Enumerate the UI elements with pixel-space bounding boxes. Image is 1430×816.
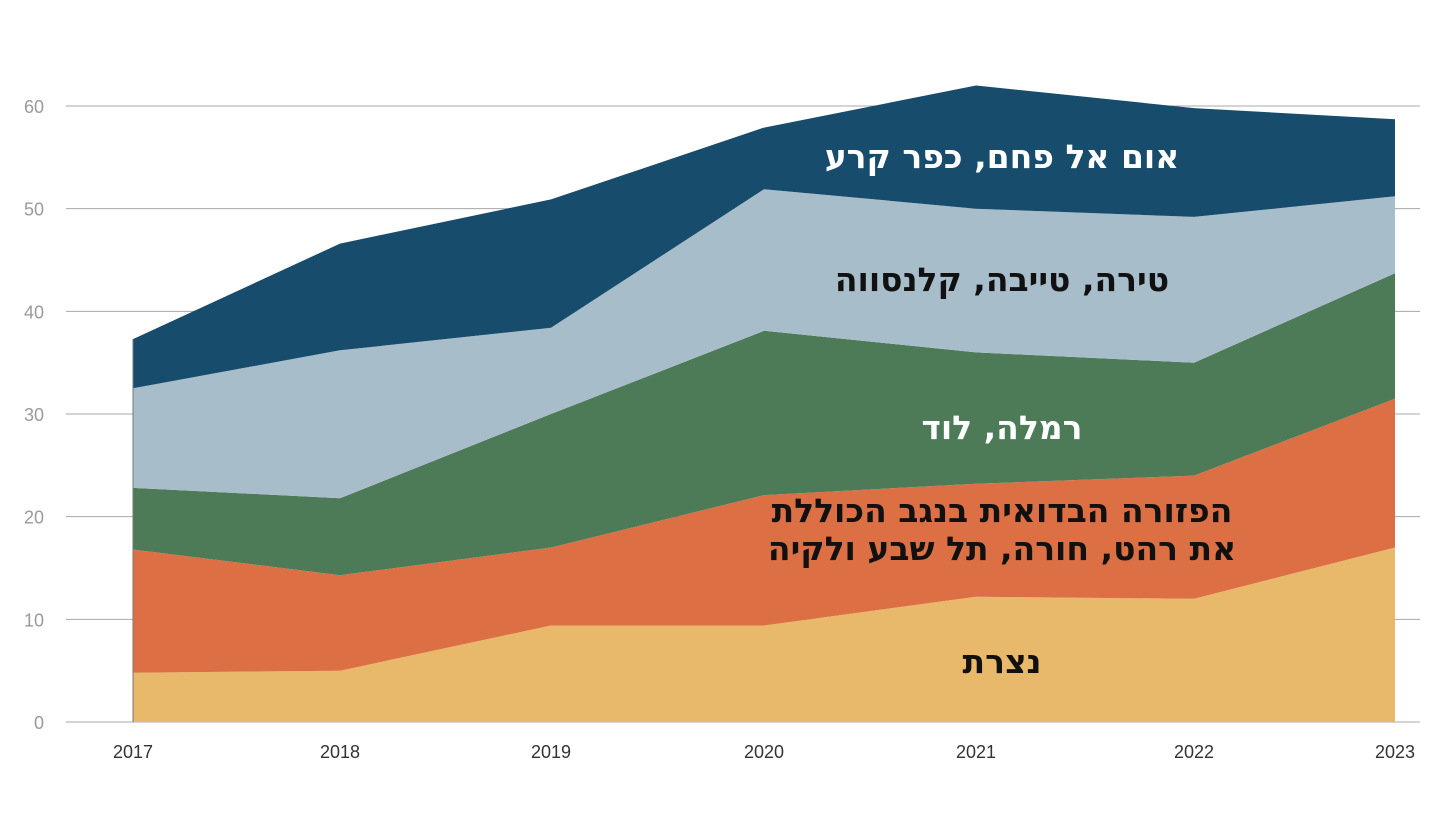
area-series-4 bbox=[133, 189, 1395, 499]
x-tick-label: 2022 bbox=[1174, 742, 1214, 762]
x-tick-label: 2020 bbox=[744, 742, 784, 762]
area-series-2 bbox=[133, 398, 1395, 673]
area-series-5 bbox=[133, 85, 1395, 389]
y-tick-label: 10 bbox=[24, 610, 44, 630]
y-tick-label: 0 bbox=[34, 713, 44, 733]
x-tick-label: 2021 bbox=[956, 742, 996, 762]
series-label-2: את רהט, חורה, תל שבע ולקיה bbox=[768, 529, 1236, 568]
y-tick-label: 50 bbox=[24, 200, 44, 220]
series-label-3: רמלה, לוד bbox=[921, 408, 1082, 447]
series-label-2: הפזורה הבדואית בנגב הכוללת bbox=[772, 491, 1233, 530]
axes: 0 10 20 30 40 50 60 2017 2018 2019 2020 2021 2022 202… bbox=[24, 97, 1415, 762]
y-tick-label: 60 bbox=[24, 97, 44, 117]
area-series-group bbox=[133, 85, 1395, 722]
y-tick-label: 40 bbox=[24, 302, 44, 322]
x-tick-label: 2023 bbox=[1375, 742, 1415, 762]
y-tick-label: 30 bbox=[24, 405, 44, 425]
x-tick-label: 2018 bbox=[320, 742, 360, 762]
x-tick-label: 2019 bbox=[531, 742, 571, 762]
series-label-1: נצרת bbox=[963, 642, 1042, 681]
area-series-3 bbox=[133, 273, 1395, 576]
x-tick-label: 2017 bbox=[113, 742, 153, 762]
area-series-1 bbox=[133, 547, 1395, 722]
series-label-4: טירה, טייבה, קלנסווה bbox=[835, 260, 1169, 299]
series-label-5: אום אל פחם, כפר קרע bbox=[825, 137, 1180, 176]
y-tick-label: 20 bbox=[24, 508, 44, 528]
